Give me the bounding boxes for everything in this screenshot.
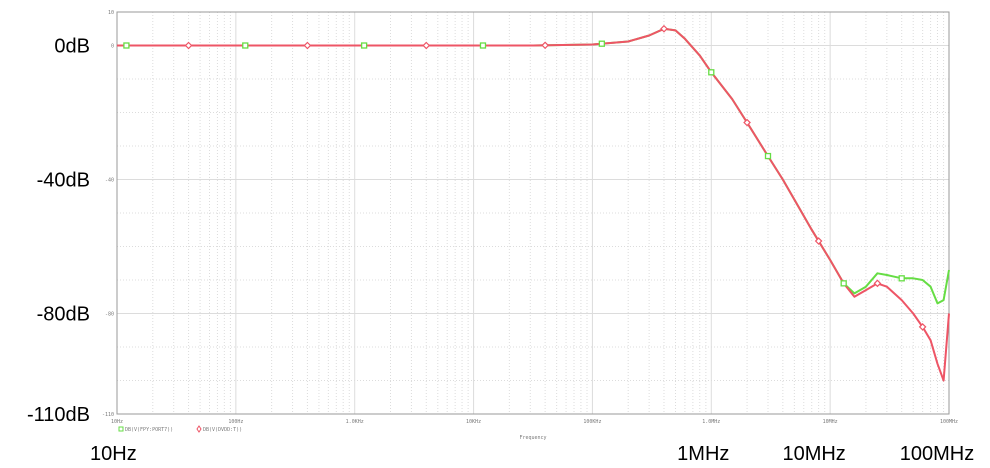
y-tick-label-small: 0: [111, 44, 114, 50]
grid-layer: [116, 11, 950, 415]
series-marker-square: [479, 42, 487, 49]
x-tick-label-small: 1.0KHz: [346, 419, 364, 425]
x-tick-label-small: 10Hz: [111, 419, 123, 425]
series-marker-diamond: [303, 41, 312, 50]
y-axis-label-large: 0dB: [54, 36, 90, 58]
series-marker-diamond: [814, 237, 823, 245]
series-marker-square: [242, 42, 249, 49]
legend-marker-diamond: [196, 425, 202, 433]
series-marker-square: [898, 275, 905, 282]
marker-layer: [123, 24, 927, 331]
series-marker-diamond: [184, 41, 193, 50]
series-marker-diamond: [422, 41, 431, 50]
series-marker-square: [360, 42, 368, 49]
y-axis-label-large: -110dB: [27, 404, 90, 426]
x-tick-label-small: 1.0MHz: [702, 419, 720, 425]
legend-entry-label: DB(V(FPY:PORT7)): [125, 427, 173, 433]
series-marker-diamond: [541, 41, 549, 50]
series-marker-diamond: [873, 279, 882, 288]
series-marker-square: [764, 152, 772, 160]
y-tick-label-small: -80: [105, 312, 114, 318]
x-tick-label-small: 10MHz: [823, 419, 838, 425]
x-axis-label-large: 100MHz: [900, 443, 974, 465]
y-axis-label-large: -40dB: [37, 170, 90, 192]
series-marker-diamond: [918, 323, 927, 331]
series-marker-diamond: [660, 24, 668, 33]
x-tick-label-small: 100Hz: [228, 419, 243, 425]
legend: DB(V(FPY:PORT7)) DB(V(DVDD:T)): [118, 425, 242, 433]
y-tick-label-small: -40: [105, 178, 114, 184]
plot-frame: [116, 11, 950, 415]
x-tick-label-small: 100KHz: [583, 419, 601, 425]
x-tick-label-small: 100MHz: [940, 419, 958, 425]
series-marker-square: [598, 40, 605, 47]
series-marker-diamond: [743, 118, 751, 127]
x-tick-label-small: 10KHz: [466, 419, 481, 425]
y-tick-label-small: -110: [102, 412, 114, 418]
x-axis-label-large: 10Hz: [90, 443, 137, 465]
y-tick-label-small: 10: [108, 10, 114, 16]
series-marker-square: [123, 42, 130, 49]
x-axis-title: Frequency: [519, 435, 546, 441]
series-marker-square: [840, 280, 847, 287]
legend-entry-label: DB(V(DVDD:T)): [203, 427, 242, 433]
y-axis-label-large: -80dB: [37, 304, 90, 326]
x-axis-label-large: 10MHz: [782, 443, 845, 465]
series-marker-square: [708, 69, 715, 76]
legend-marker-square: [118, 426, 124, 432]
x-axis-label-large: 1MHz: [677, 443, 729, 465]
